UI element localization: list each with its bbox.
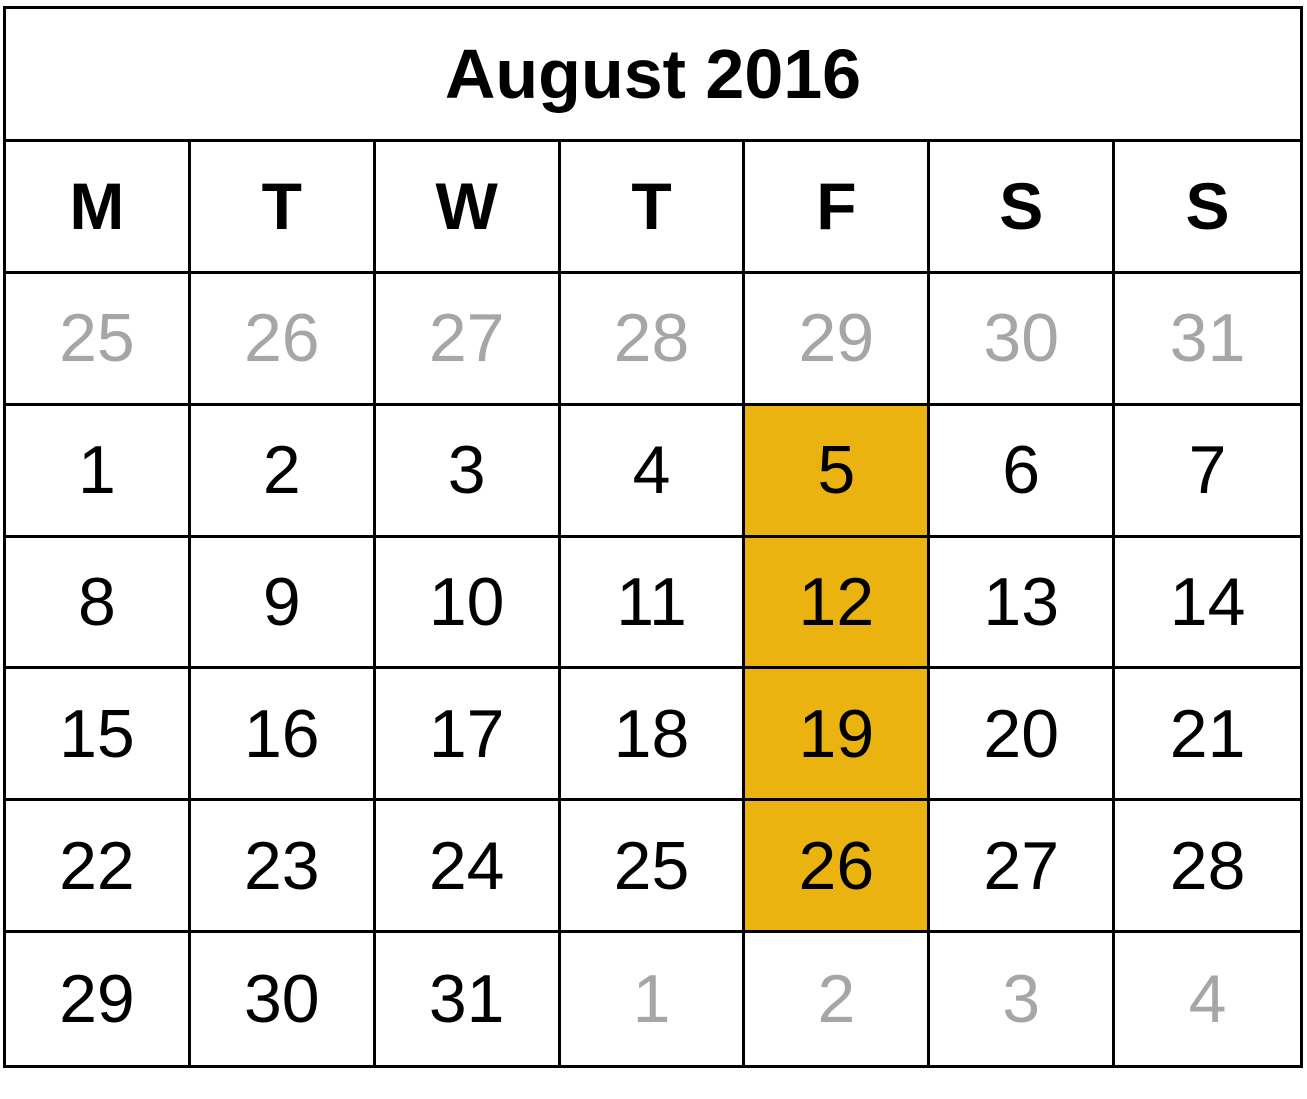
adjacent-month-day-cell[interactable]: 27 xyxy=(375,273,561,406)
day-cell[interactable]: 23 xyxy=(190,801,376,934)
calendar-header: August 2016 xyxy=(6,9,1300,142)
day-cell[interactable]: 27 xyxy=(930,801,1116,934)
day-cell[interactable]: 18 xyxy=(560,669,746,802)
highlighted-day-cell[interactable]: 5 xyxy=(745,405,931,538)
day-cell[interactable]: 13 xyxy=(930,537,1116,670)
day-cell[interactable]: 14 xyxy=(1115,538,1300,670)
day-cell[interactable]: 25 xyxy=(560,801,746,934)
day-cell[interactable]: 8 xyxy=(6,537,191,670)
day-cell[interactable]: 7 xyxy=(1115,406,1300,538)
calendar: August 2016 M T W T F S S 25 26 27 28 29 30 31 1 2 3 4 5 6 7… xyxy=(3,6,1303,1068)
day-cell[interactable]: 15 xyxy=(6,669,191,802)
adjacent-month-day-cell[interactable]: 3 xyxy=(930,933,1116,1065)
day-cell[interactable]: 17 xyxy=(375,669,561,802)
adjacent-month-day-cell[interactable]: 1 xyxy=(561,933,746,1065)
day-cell[interactable]: 21 xyxy=(1115,669,1300,802)
adjacent-month-day-cell[interactable]: 31 xyxy=(1115,274,1300,406)
weekday-header-sunday: S xyxy=(1115,142,1300,274)
day-cell[interactable]: 24 xyxy=(375,801,561,934)
highlighted-day-cell[interactable]: 26 xyxy=(745,801,931,934)
weekday-header-thursday: T xyxy=(560,142,746,274)
day-cell[interactable]: 3 xyxy=(375,405,561,538)
day-cell[interactable]: 10 xyxy=(375,537,561,670)
day-cell[interactable]: 29 xyxy=(6,933,191,1065)
highlighted-day-cell[interactable]: 12 xyxy=(745,537,931,670)
calendar-title: August 2016 xyxy=(444,35,862,113)
day-cell[interactable]: 31 xyxy=(376,933,561,1065)
day-cell[interactable]: 4 xyxy=(560,405,746,538)
adjacent-month-day-cell[interactable]: 29 xyxy=(745,273,931,406)
adjacent-month-day-cell[interactable]: 4 xyxy=(1188,961,1227,1038)
calendar-grid: M T W T F S S 25 26 27 28 29 30 31 1 2 3 4 5 6 7 8 9 10 11 12 13 14… xyxy=(6,142,1300,1065)
day-cell[interactable]: 28 xyxy=(1115,801,1300,934)
highlighted-day-cell[interactable]: 19 xyxy=(745,669,931,802)
weekday-header-tuesday: T xyxy=(190,142,376,274)
day-cell[interactable]: 20 xyxy=(930,669,1116,802)
weekday-header-friday: F xyxy=(745,142,931,274)
day-cell[interactable]: 16 xyxy=(190,669,376,802)
adjacent-month-day-cell[interactable]: 25 xyxy=(6,273,191,406)
weekday-header-saturday: S xyxy=(930,142,1116,274)
day-cell[interactable]: 1 xyxy=(6,405,191,538)
day-cell[interactable]: 11 xyxy=(560,537,746,670)
weekday-header-monday: M xyxy=(6,142,191,274)
day-cell[interactable]: 6 xyxy=(930,405,1116,538)
day-cell[interactable]: 2 xyxy=(190,405,376,538)
day-cell[interactable]: 30 xyxy=(191,933,376,1065)
adjacent-month-day-cell[interactable]: 2 xyxy=(745,933,931,1065)
adjacent-month-day-cell[interactable]: 26 xyxy=(190,273,376,406)
day-cell[interactable]: 22 xyxy=(6,801,191,934)
adjacent-month-day-cell[interactable]: 30 xyxy=(930,273,1116,406)
weekday-header-wednesday: W xyxy=(375,142,561,274)
adjacent-month-day-cell[interactable]: 28 xyxy=(560,273,746,406)
day-cell[interactable]: 9 xyxy=(190,537,376,670)
